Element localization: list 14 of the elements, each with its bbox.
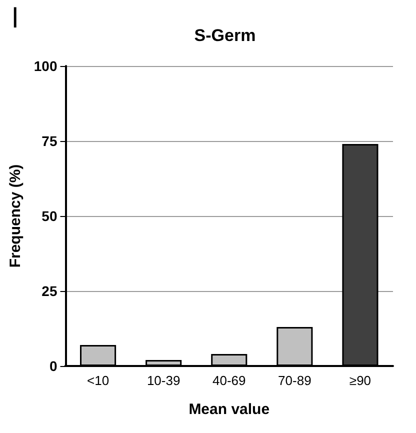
y-axis-title: Frequency (%) (7, 164, 24, 268)
x-tick-label: 70-89 (278, 373, 312, 388)
x-axis-title: Mean value (188, 401, 270, 418)
y-tick-label: 75 (42, 133, 58, 149)
x-tick-label: 40-69 (212, 373, 246, 388)
text: l (12, 2, 18, 34)
y-tick-label: 25 (42, 283, 58, 299)
y-tick-label: 100 (34, 58, 58, 74)
x-tick-label: ≥90 (349, 373, 372, 388)
x-tick-label: <10 (87, 373, 110, 388)
y-tick-label: 50 (42, 208, 58, 224)
x-tick-label: 10-39 (146, 373, 180, 388)
chart-title: S-Germ (194, 26, 256, 45)
y-tick-label: 0 (49, 358, 58, 374)
